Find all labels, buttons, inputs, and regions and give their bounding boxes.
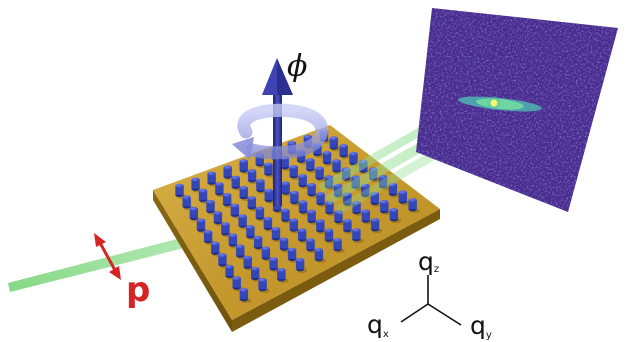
axis-qx-label: qx [367,310,389,340]
nanopillar [211,241,223,257]
nanopillar [389,208,402,224]
detector-screen [416,8,618,212]
substrate-side-front [232,209,440,332]
nanopillar [271,227,284,243]
nanopillar [380,199,392,215]
nanopillar [239,288,252,303]
nanopillar [175,183,187,199]
nanopillar [243,255,255,271]
nanopillar [189,206,202,222]
nanopillar [333,238,345,253]
nanopillar [306,158,318,173]
nanopillar [398,190,410,206]
nanopillar [361,209,374,225]
coordinate-axes [400,275,462,326]
double-arrow-icon [94,233,121,280]
nanopillar [239,159,251,175]
nanopillar [334,210,346,225]
substrate-side-left [153,190,232,332]
nanopillar [315,166,327,182]
rotation-angle-label: ϕ [287,49,307,84]
nanopillar [295,258,308,273]
nanopillar [339,144,351,160]
nanopillar [206,199,218,215]
nanopillar [408,198,420,214]
nanopillar [370,218,383,234]
nanopillar [352,228,364,244]
nanopillar [250,266,263,282]
nanopillar [314,248,327,263]
nanopillar [277,268,289,283]
nanopillar [298,174,310,189]
nanopillar [289,165,301,180]
nanopillar [307,183,319,198]
nanopillar [223,165,235,181]
axis-qz-label: qz [418,247,439,276]
axis-qy-label: qy [470,311,492,341]
nanopillar [225,264,237,280]
nanopillar [329,136,342,152]
nanopillar [343,219,355,235]
nanopillar [322,151,335,167]
nanopillar [280,156,292,171]
nanopillar [232,276,244,292]
polarization-label: p [126,270,150,310]
nanopillar [316,192,328,207]
nanopillar [258,278,270,293]
curved-arrow-icon [232,103,329,160]
